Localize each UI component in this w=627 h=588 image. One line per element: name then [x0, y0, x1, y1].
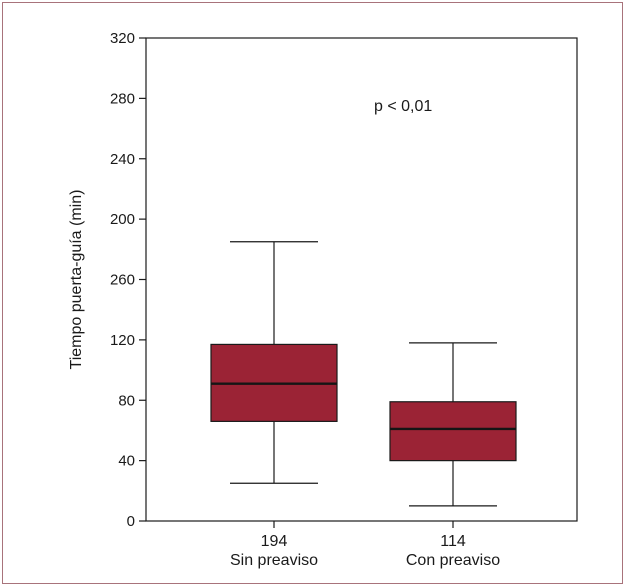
y-axis-ticks: 0 40 80 120 260 200 240 280 320 — [110, 30, 146, 530]
y-tick-label: 200 — [110, 211, 135, 228]
p-value-annotation: p < 0,01 — [374, 98, 432, 115]
group-count-label: 114 — [440, 533, 466, 550]
y-tick-label: 120 — [110, 332, 135, 349]
group-name-label: Sin preaviso — [230, 552, 318, 569]
y-axis-label: Tiempo puerta-guía (min) — [68, 190, 85, 370]
y-tick-label: 260 — [110, 272, 135, 289]
y-tick-label: 320 — [110, 30, 135, 47]
y-tick-label: 80 — [118, 392, 135, 409]
iqr-box — [389, 401, 517, 462]
box-group: 194 Sin preaviso — [210, 241, 338, 569]
box-groups: 194 Sin preaviso 114 Con preaviso — [210, 241, 517, 569]
box-group: 114 Con preaviso — [389, 342, 517, 569]
y-tick-label: 280 — [110, 90, 135, 107]
group-count-label: 194 — [261, 533, 288, 550]
y-tick-label: 40 — [118, 453, 135, 470]
group-name-label: Con preaviso — [406, 552, 500, 569]
y-tick-label: 0 — [127, 513, 135, 530]
y-tick-label: 240 — [110, 151, 135, 168]
